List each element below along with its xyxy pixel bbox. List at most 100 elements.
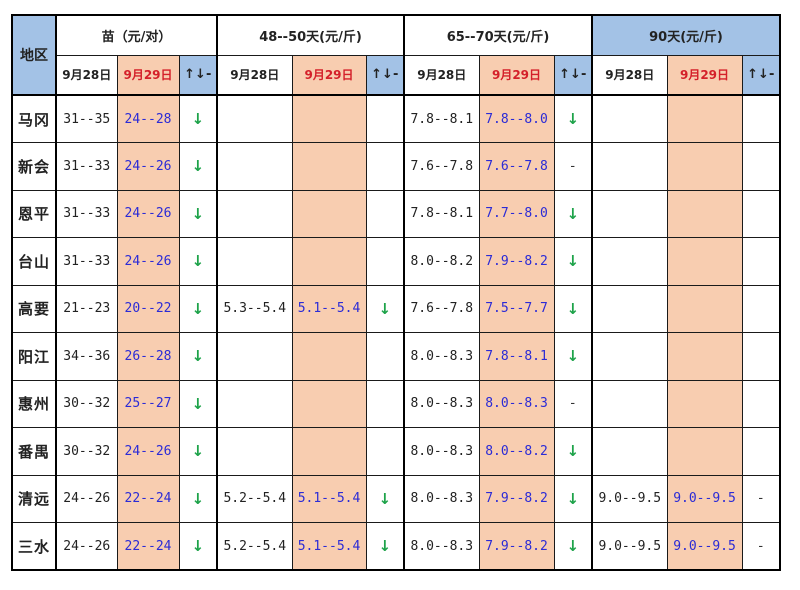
price-today-cell: 7.9--8.2 <box>478 522 555 571</box>
trend-cell: - <box>741 522 781 571</box>
trend-cell: ↓ <box>178 237 218 286</box>
table-row: 阳江 34--36 26--28 ↓ 8.0--8.3 7.8--8.1 ↓ <box>11 332 781 381</box>
price-today-cell: 7.8--8.1 <box>478 332 555 381</box>
table-row: 高要 21--23 20--22 ↓ 5.3--5.4 5.1--5.4 ↓ 7.6--7.8… <box>11 284 781 333</box>
trend-cell: ↓ <box>365 474 405 523</box>
price-today-cell <box>291 427 367 476</box>
price-today-cell: 20--22 <box>116 284 180 333</box>
price-prev-cell <box>591 379 668 428</box>
trend-cell <box>741 94 781 143</box>
price-today-cell: 9.0--9.5 <box>666 474 743 523</box>
trend-cell <box>365 189 405 238</box>
trend-cell: - <box>553 379 593 428</box>
trend-cell <box>365 427 405 476</box>
price-today-cell: 24--26 <box>116 237 180 286</box>
region-header: 地区 <box>11 14 57 96</box>
date-prev-header: 9月28日 <box>403 54 480 96</box>
trend-header: ↑↓- <box>553 54 593 96</box>
table-row: 马冈 31--35 24--28 ↓ 7.8--8.1 7.8--8.0 ↓ <box>11 94 781 143</box>
price-prev-cell: 30--32 <box>55 427 118 476</box>
table-row: 三水 24--26 22--24 ↓ 5.2--5.4 5.1--5.4 ↓ 8.0--8.3… <box>11 522 781 571</box>
trend-cell <box>365 237 405 286</box>
group-header-48-50: 48--50天(元/斤) <box>216 14 405 56</box>
price-today-cell: 24--26 <box>116 427 180 476</box>
price-prev-cell: 7.8--8.1 <box>403 94 480 143</box>
price-prev-cell <box>591 427 668 476</box>
price-prev-cell: 7.6--7.8 <box>403 142 480 191</box>
trend-cell: ↓ <box>178 427 218 476</box>
trend-cell <box>365 94 405 143</box>
price-prev-cell: 8.0--8.3 <box>403 332 480 381</box>
table-row: 番禺 30--32 24--26 ↓ 8.0--8.3 8.0--8.2 ↓ <box>11 427 781 476</box>
table-row: 清远 24--26 22--24 ↓ 5.2--5.4 5.1--5.4 ↓ 8.0--8.3… <box>11 474 781 523</box>
trend-cell: ↓ <box>178 474 218 523</box>
date-today-header: 9月29日 <box>291 54 367 96</box>
group-header-seedling: 苗（元/对） <box>55 14 218 56</box>
price-prev-cell: 8.0--8.3 <box>403 474 480 523</box>
date-today-header: 9月29日 <box>666 54 743 96</box>
price-today-cell: 26--28 <box>116 332 180 381</box>
price-today-cell: 7.9--8.2 <box>478 474 555 523</box>
price-today-cell: 7.6--7.8 <box>478 142 555 191</box>
price-prev-cell <box>216 142 293 191</box>
region-cell: 三水 <box>11 522 57 571</box>
price-prev-cell <box>216 189 293 238</box>
trend-cell <box>741 379 781 428</box>
trend-cell <box>741 237 781 286</box>
price-today-cell: 7.9--8.2 <box>478 237 555 286</box>
price-today-cell: 5.1--5.4 <box>291 522 367 571</box>
price-prev-cell: 8.0--8.2 <box>403 237 480 286</box>
price-prev-cell: 5.2--5.4 <box>216 474 293 523</box>
table-row: 恩平 31--33 24--26 ↓ 7.8--8.1 7.7--8.0 ↓ <box>11 189 781 238</box>
price-prev-cell: 5.2--5.4 <box>216 522 293 571</box>
price-prev-cell <box>216 237 293 286</box>
price-prev-cell: 5.3--5.4 <box>216 284 293 333</box>
trend-header: ↑↓- <box>741 54 781 96</box>
price-prev-cell: 8.0--8.3 <box>403 427 480 476</box>
region-cell: 恩平 <box>11 189 57 238</box>
price-prev-cell <box>216 379 293 428</box>
price-today-cell: 7.8--8.0 <box>478 94 555 143</box>
trend-cell: ↓ <box>365 522 405 571</box>
table-row: 台山 31--33 24--26 ↓ 8.0--8.2 7.9--8.2 ↓ <box>11 237 781 286</box>
trend-cell: ↓ <box>178 332 218 381</box>
price-today-cell: 24--28 <box>116 94 180 143</box>
region-cell: 新会 <box>11 142 57 191</box>
trend-cell: ↓ <box>178 379 218 428</box>
price-prev-cell <box>591 284 668 333</box>
price-prev-cell <box>216 94 293 143</box>
price-today-cell: 22--24 <box>116 522 180 571</box>
trend-cell: ↓ <box>553 237 593 286</box>
price-prev-cell: 24--26 <box>55 522 118 571</box>
region-cell: 马冈 <box>11 94 57 143</box>
price-prev-cell: 31--35 <box>55 94 118 143</box>
price-today-cell: 5.1--5.4 <box>291 284 367 333</box>
price-prev-cell <box>591 142 668 191</box>
price-prev-cell: 8.0--8.3 <box>403 522 480 571</box>
trend-header: ↑↓- <box>365 54 405 96</box>
price-today-cell: 24--26 <box>116 189 180 238</box>
trend-cell: ↓ <box>178 522 218 571</box>
trend-cell <box>365 332 405 381</box>
trend-cell: - <box>741 474 781 523</box>
trend-cell <box>741 284 781 333</box>
trend-cell: ↓ <box>553 284 593 333</box>
trend-cell: ↓ <box>553 522 593 571</box>
price-prev-cell: 8.0--8.3 <box>403 379 480 428</box>
region-cell: 番禺 <box>11 427 57 476</box>
trend-cell: - <box>553 142 593 191</box>
trend-cell <box>365 379 405 428</box>
trend-cell <box>741 332 781 381</box>
price-prev-cell: 34--36 <box>55 332 118 381</box>
price-prev-cell: 9.0--9.5 <box>591 522 668 571</box>
price-prev-cell <box>216 427 293 476</box>
trend-cell <box>741 427 781 476</box>
price-prev-cell <box>216 332 293 381</box>
price-prev-cell <box>591 332 668 381</box>
trend-cell: ↓ <box>178 284 218 333</box>
region-cell: 惠州 <box>11 379 57 428</box>
trend-cell: ↓ <box>553 474 593 523</box>
price-prev-cell: 21--23 <box>55 284 118 333</box>
price-prev-cell: 31--33 <box>55 142 118 191</box>
price-prev-cell: 24--26 <box>55 474 118 523</box>
